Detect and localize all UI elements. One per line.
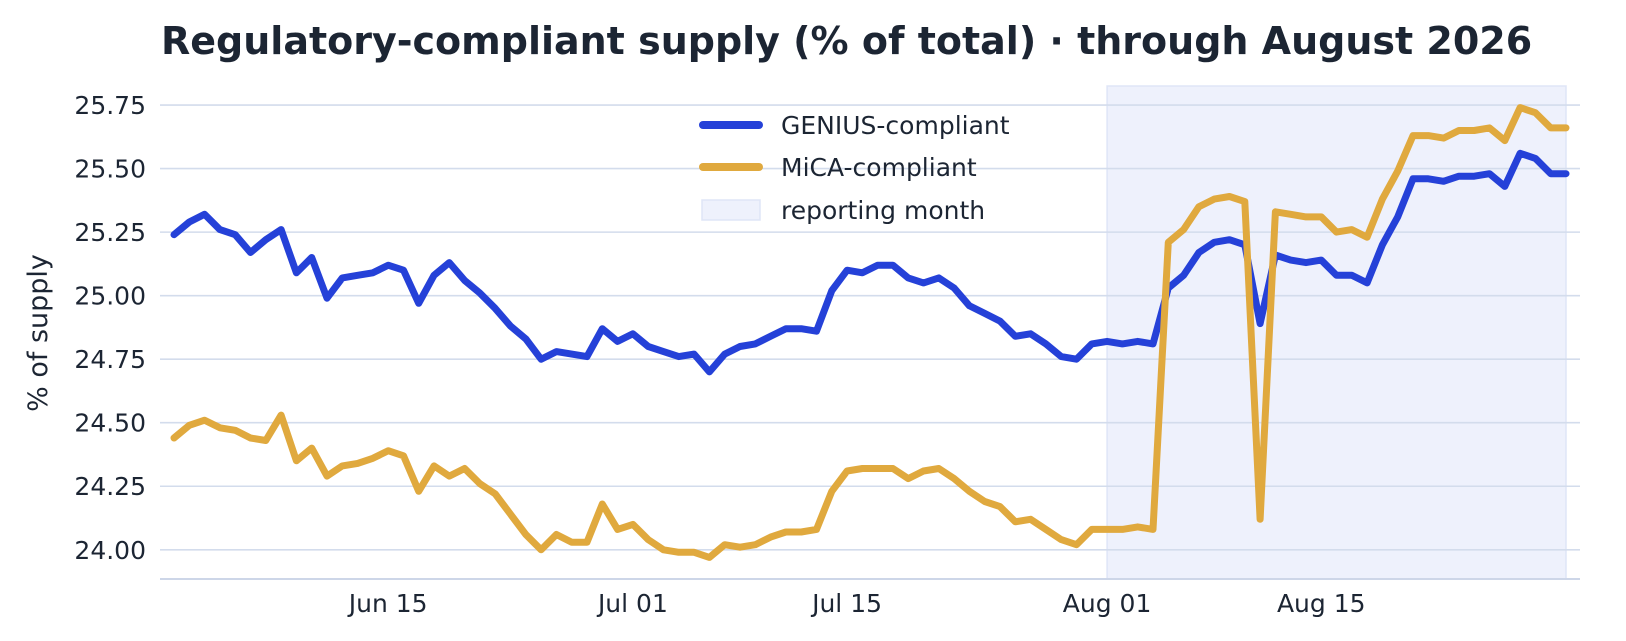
y-tick-label: 25.25 xyxy=(74,218,146,247)
y-tick-label: 24.75 xyxy=(74,345,146,374)
legend: GENIUS-compliant MiCA-compliant reportin… xyxy=(699,111,1010,225)
grid-layer xyxy=(160,104,1580,551)
x-tick-labels: Jun 15 Jul 01 Jul 15 Aug 01 Aug 15 xyxy=(347,589,1366,618)
series-layer xyxy=(170,104,1570,561)
x-tick-label: Jul 15 xyxy=(810,589,882,618)
reporting-month-region-layer xyxy=(1106,85,1567,580)
legend-label-reporting-month: reporting month xyxy=(781,196,985,225)
x-tick-label: Aug 01 xyxy=(1063,589,1152,618)
reporting-month-region xyxy=(1106,85,1567,580)
y-tick-label: 25.00 xyxy=(74,282,146,311)
x-tick-label: Jun 15 xyxy=(347,589,428,618)
series-line-mica xyxy=(170,104,1570,561)
y-tick-label: 24.25 xyxy=(74,472,146,501)
x-tick-label: Aug 15 xyxy=(1277,589,1366,618)
series-line-genius xyxy=(170,149,1570,376)
y-tick-labels: 24.00 24.25 24.50 24.75 25.00 25.25 25.50 25.75 xyxy=(74,91,146,565)
y-axis-label: % of supply xyxy=(23,254,54,412)
y-tick-label: 25.50 xyxy=(74,155,146,184)
legend-swatch-reporting-month xyxy=(701,199,761,221)
legend-label-mica: MiCA-compliant xyxy=(781,153,977,182)
y-tick-label: 24.50 xyxy=(74,409,146,438)
y-tick-label: 24.00 xyxy=(74,536,146,565)
chart-title: Regulatory-compliant supply (% of total)… xyxy=(161,19,1532,63)
x-tick-label: Jul 01 xyxy=(596,589,668,618)
legend-label-genius: GENIUS-compliant xyxy=(781,111,1010,140)
y-tick-label: 25.75 xyxy=(74,91,146,120)
